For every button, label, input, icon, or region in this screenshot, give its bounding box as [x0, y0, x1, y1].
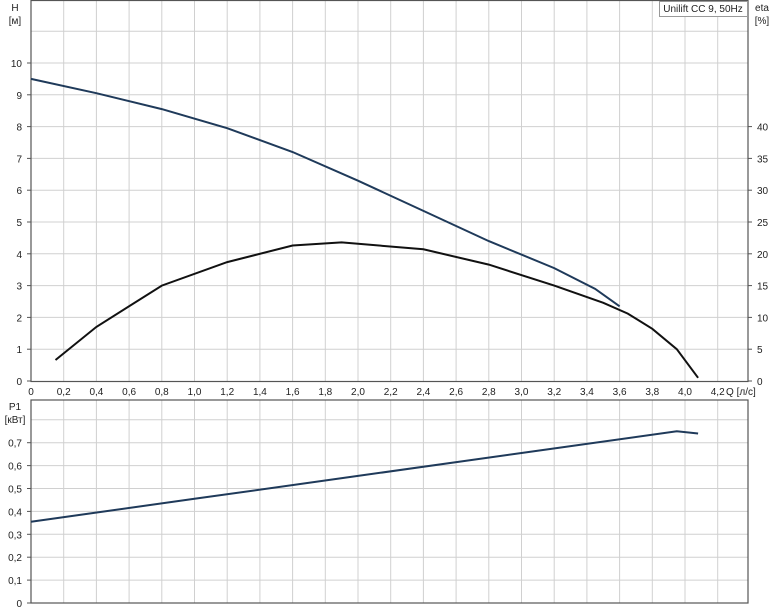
- x-tick-label: 3,4: [580, 387, 594, 398]
- y-left-axis-label: H: [11, 3, 18, 14]
- y-right-tick-label: 20: [757, 250, 769, 261]
- x-tick-label: 4,0: [678, 387, 692, 398]
- y-left-tick-label: 3: [16, 282, 22, 293]
- y-right-tick-label: 15: [757, 282, 769, 293]
- y-left-tick-label: 6: [16, 186, 22, 197]
- x-tick-label: 3,8: [645, 387, 659, 398]
- y-p1-axis-label: P1: [9, 402, 22, 413]
- y-p1-tick-label: 0: [16, 599, 22, 610]
- x-tick-label: 3,6: [613, 387, 627, 398]
- x-tick-label: 4,2: [711, 387, 725, 398]
- series-P1-line: [30, 430, 699, 523]
- x-axis-label: Q [л/с]: [726, 387, 756, 398]
- y-right-tick-label: 30: [757, 186, 769, 197]
- plot-frame-top: [30, 0, 749, 383]
- y-left-tick-label: 5: [16, 218, 22, 229]
- x-tick-label: 2,4: [416, 387, 430, 398]
- y-left-tick-label: 0: [16, 377, 22, 388]
- x-tick-label: 2,2: [384, 387, 398, 398]
- y-right-axis-label: eta: [755, 3, 769, 14]
- y-p1-tick-label: 0,6: [8, 462, 22, 473]
- y-left-axis-unit: [м]: [9, 16, 22, 27]
- x-tick-label: 1,4: [253, 387, 267, 398]
- x-tick-label: 1,6: [286, 387, 300, 398]
- plot-frame-bottom: [30, 399, 749, 604]
- y-p1-tick-label: 0,5: [8, 485, 22, 496]
- x-tick-label: 0,8: [155, 387, 169, 398]
- chart-title: Unilift CC 9, 50Hz: [663, 4, 742, 15]
- x-tick-label: 0: [28, 387, 34, 398]
- y-left-tick-label: 2: [16, 313, 22, 324]
- y-left-tick-label: 1: [16, 345, 22, 356]
- y-left-tick-label: 10: [11, 59, 23, 70]
- y-right-tick-label: 35: [757, 154, 769, 165]
- x-tick-label: 0,2: [57, 387, 71, 398]
- x-tick-label: 3,0: [515, 387, 529, 398]
- x-tick-label: 3,2: [547, 387, 561, 398]
- x-tick-label: 2,8: [482, 387, 496, 398]
- x-tick-label: 2,6: [449, 387, 463, 398]
- y-left-tick-label: 4: [16, 250, 22, 261]
- x-tick-label: 1,0: [188, 387, 202, 398]
- x-tick-label: 2,0: [351, 387, 365, 398]
- y-right-axis-unit: [%]: [755, 16, 770, 27]
- y-p1-tick-label: 0,4: [8, 507, 22, 518]
- y-right-tick-label: 25: [757, 218, 769, 229]
- y-right-tick-label: 5: [757, 345, 763, 356]
- y-right-tick-label: 10: [757, 313, 769, 324]
- title-box: [659, 1, 748, 17]
- y-left-tick-label: 7: [16, 154, 22, 165]
- x-tick-label: 0,4: [89, 387, 103, 398]
- x-tick-label: 0,6: [122, 387, 136, 398]
- y-p1-axis-unit: [кВт]: [5, 415, 26, 426]
- series-eta-line: [54, 241, 699, 379]
- y-right-tick-label: 40: [757, 123, 769, 134]
- y-left-tick-label: 9: [16, 91, 22, 102]
- y-p1-tick-label: 0,1: [8, 576, 22, 587]
- y-left-tick-label: 8: [16, 123, 22, 134]
- series-H-line: [30, 77, 621, 308]
- x-tick-label: 1,8: [318, 387, 332, 398]
- y-p1-tick-label: 0,7: [8, 439, 22, 450]
- y-p1-tick-label: 0,3: [8, 530, 22, 541]
- y-p1-tick-label: 0,2: [8, 553, 22, 564]
- x-tick-label: 1,2: [220, 387, 234, 398]
- y-right-tick-label: 0: [757, 377, 763, 388]
